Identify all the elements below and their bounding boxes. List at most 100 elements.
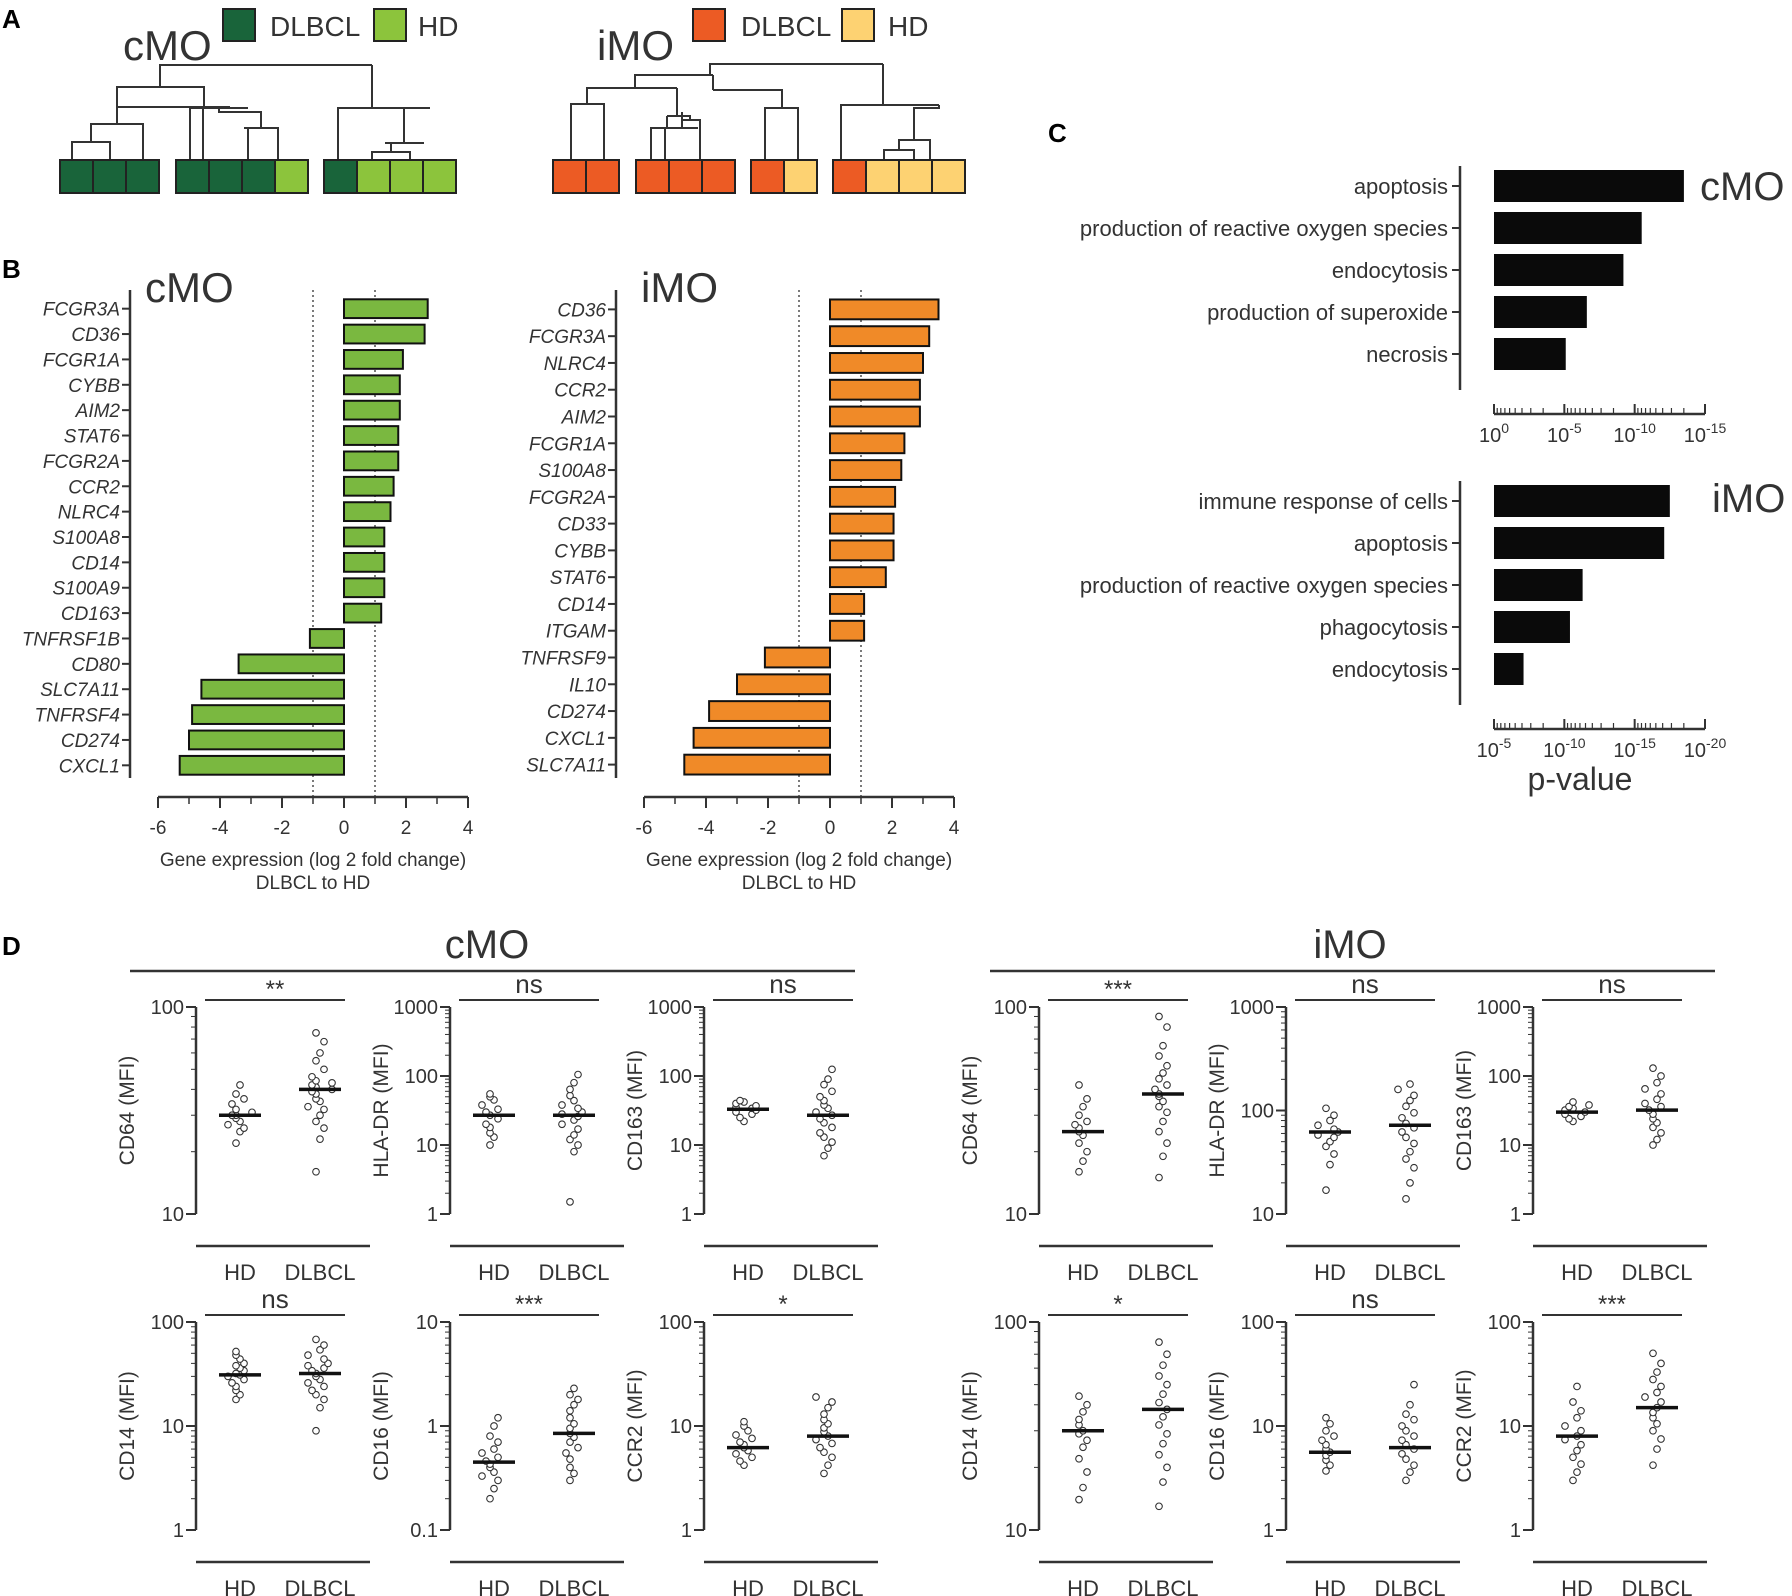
data-point bbox=[1155, 1372, 1163, 1380]
data-point bbox=[494, 1476, 502, 1485]
y-tick-label: 100 bbox=[994, 1312, 1027, 1334]
dendrogram-cmo-tiles bbox=[59, 159, 457, 194]
data-point bbox=[1653, 1135, 1661, 1144]
category-label-apoptosis: apoptosis bbox=[1354, 174, 1448, 199]
data-point bbox=[1163, 1380, 1171, 1389]
data-point bbox=[1163, 1081, 1171, 1089]
data-point bbox=[490, 1422, 498, 1430]
panel-b-imo-xlabel2: DLBCL to HD bbox=[742, 873, 856, 894]
x-tick-label: 4 bbox=[463, 818, 474, 839]
sample-tile-cmo-2-2 bbox=[389, 159, 424, 194]
data-point bbox=[820, 1080, 828, 1089]
dotplot-cmo-cd14: 1 10 100 CD14 (MFI) HD DLBCL ns bbox=[116, 1284, 370, 1596]
bar-FCGR3A bbox=[343, 298, 429, 320]
gene-label-AIM2: AIM2 bbox=[561, 408, 607, 429]
bar-CD80 bbox=[237, 653, 346, 675]
data-point bbox=[232, 1105, 240, 1114]
y-tick-label: 1 bbox=[681, 1204, 692, 1226]
y-tick-label: 10 bbox=[1499, 1135, 1521, 1157]
significance-label: ns bbox=[1598, 969, 1625, 999]
x-tick-label: 4 bbox=[949, 818, 960, 839]
x-category-dlbcl: DLBCL bbox=[539, 1576, 610, 1596]
bar-SLC7A11 bbox=[200, 678, 345, 700]
data-point bbox=[570, 1400, 578, 1409]
y-axis-label: HLA-DR (MFI) bbox=[370, 1043, 393, 1177]
significance-label: ns bbox=[769, 969, 796, 999]
data-point bbox=[1159, 1478, 1167, 1486]
panel-d-imo-title: iMO bbox=[1313, 923, 1386, 967]
data-point bbox=[558, 1101, 566, 1109]
data-point bbox=[570, 1078, 578, 1087]
significance-label: ** bbox=[266, 976, 285, 1003]
y-tick-label: 1 bbox=[1510, 1520, 1521, 1542]
bar-S100A8 bbox=[343, 526, 386, 548]
data-point bbox=[1075, 1454, 1083, 1463]
data-point bbox=[1163, 1061, 1171, 1070]
tick-exponent: -20 bbox=[1706, 735, 1726, 751]
gene-label-CD36: CD36 bbox=[557, 300, 606, 321]
y-tick-label: 100 bbox=[1241, 1101, 1274, 1123]
data-point bbox=[1406, 1468, 1414, 1476]
data-point bbox=[1577, 1406, 1585, 1415]
data-point bbox=[1079, 1407, 1087, 1416]
gene-label-CD163: CD163 bbox=[61, 604, 121, 625]
data-point bbox=[232, 1361, 240, 1370]
x-category-hd: HD bbox=[1067, 1260, 1099, 1285]
y-tick-label: 100 bbox=[659, 1066, 692, 1088]
y-tick-label: 100 bbox=[659, 1312, 692, 1334]
y-tick-label: 100 bbox=[1488, 1066, 1521, 1088]
sample-tile-cmo-2-1 bbox=[356, 159, 391, 194]
data-point bbox=[228, 1378, 236, 1387]
x-category-hd: HD bbox=[1314, 1260, 1346, 1285]
data-point bbox=[570, 1469, 578, 1478]
data-point bbox=[1322, 1413, 1330, 1422]
gene-label-CD33: CD33 bbox=[557, 515, 606, 536]
y-tick-label: 0.1 bbox=[410, 1520, 438, 1542]
legend-cmo-dlbcl-label: DLBCL bbox=[270, 11, 360, 42]
y-axis-label: CD163 (MFI) bbox=[624, 1050, 647, 1171]
y-axis-label: CCR2 (MFI) bbox=[624, 1369, 647, 1482]
bar-CXCL1 bbox=[692, 726, 831, 749]
panel-d-cmo-title: cMO bbox=[445, 923, 529, 967]
panel-b-cmo-xlabel: Gene expression (log 2 fold change) bbox=[160, 850, 466, 871]
bar-ITGAM bbox=[829, 619, 866, 642]
sample-tile-imo-1-0 bbox=[635, 159, 670, 194]
data-point bbox=[1561, 1422, 1569, 1430]
data-point bbox=[736, 1438, 744, 1446]
gene-label-FCGR3A: FCGR3A bbox=[43, 300, 120, 321]
bar-CCR2 bbox=[343, 475, 395, 497]
panel-b-cmo-plot: -6 -4 -2 0 2 4 FCGR3A CD36 FCGR1A CYBB AIM2 STAT6 FC… bbox=[22, 290, 474, 839]
x-category-hd: HD bbox=[224, 1260, 256, 1285]
data-point bbox=[1649, 1064, 1657, 1072]
x-category-dlbcl: DLBCL bbox=[539, 1260, 610, 1285]
data-point bbox=[820, 1410, 828, 1418]
gene-label-TNFRSF4: TNFRSF4 bbox=[35, 706, 121, 727]
sample-tile-cmo-2-3 bbox=[422, 159, 457, 194]
data-point bbox=[478, 1101, 486, 1109]
data-point bbox=[1083, 1400, 1091, 1409]
data-point bbox=[732, 1431, 740, 1439]
data-point bbox=[1075, 1415, 1083, 1424]
data-point bbox=[1410, 1091, 1418, 1100]
x-category-dlbcl: DLBCL bbox=[1128, 1260, 1199, 1285]
data-point bbox=[816, 1092, 824, 1101]
panel-c-imo-title: iMO bbox=[1712, 477, 1785, 521]
data-point bbox=[1322, 1186, 1330, 1194]
bar-IL10 bbox=[736, 673, 831, 696]
data-point bbox=[566, 1438, 574, 1446]
data-point bbox=[1155, 1421, 1163, 1429]
data-point bbox=[566, 1197, 574, 1206]
data-point bbox=[1151, 1085, 1159, 1094]
data-point bbox=[1410, 1163, 1418, 1172]
data-point bbox=[1657, 1435, 1665, 1443]
y-tick-label: 10 bbox=[1252, 1416, 1274, 1438]
data-point bbox=[316, 1049, 324, 1057]
data-point bbox=[1330, 1432, 1338, 1440]
data-point bbox=[1075, 1392, 1083, 1401]
y-axis-label: CD16 (MFI) bbox=[370, 1371, 393, 1481]
data-point bbox=[1657, 1382, 1665, 1391]
data-point bbox=[312, 1335, 320, 1344]
data-point bbox=[566, 1463, 574, 1472]
data-point bbox=[1402, 1426, 1410, 1435]
category-label-production-of-superoxide: production of superoxide bbox=[1207, 300, 1448, 325]
